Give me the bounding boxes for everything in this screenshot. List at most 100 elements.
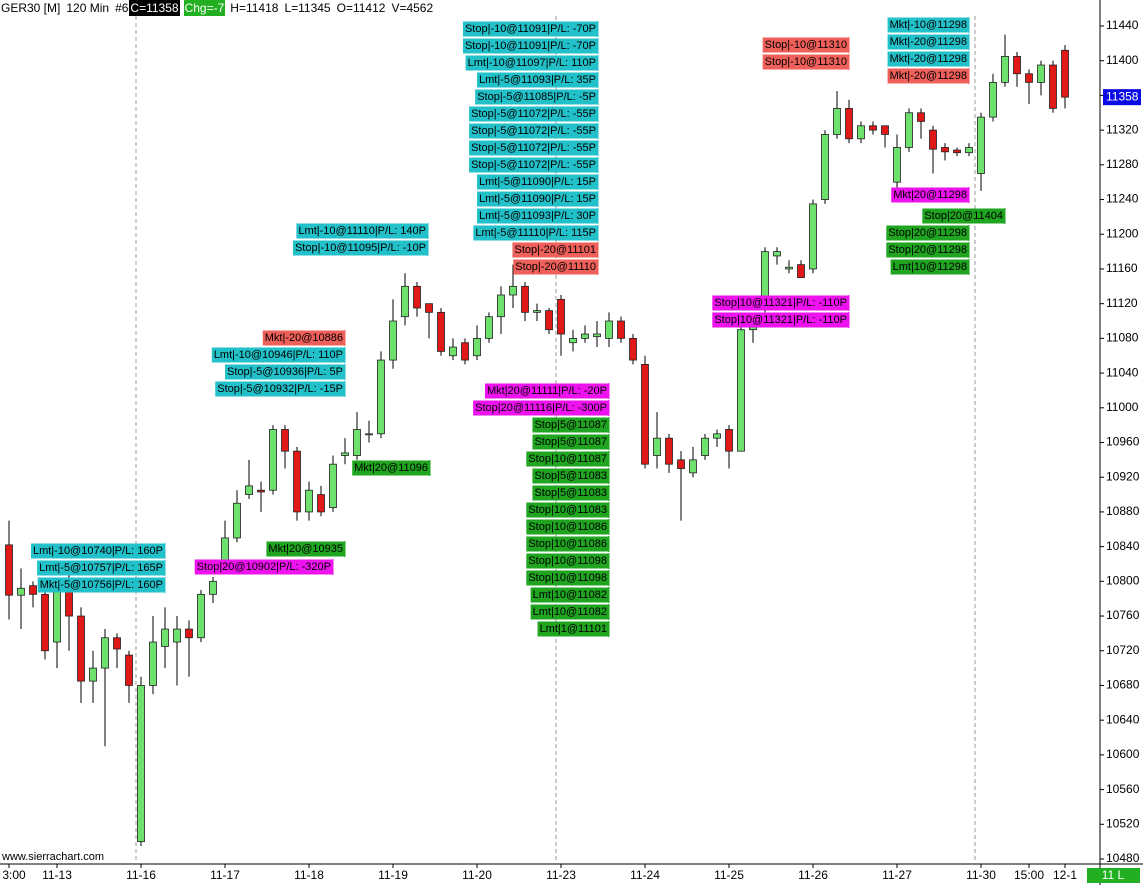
annotation-label: Mkt|20@11298 (893, 189, 967, 201)
annotation-group: Mkt|20@10935 (266, 541, 346, 557)
last-price-box (1103, 89, 1141, 106)
annotation-box (477, 191, 598, 207)
annotation-label: Stop|-10@11310 (765, 56, 847, 68)
annotation-box (532, 485, 609, 501)
candle-body (593, 333, 601, 338)
candle-body (137, 685, 145, 843)
annotation-label: Mkt|20@11096 (354, 462, 428, 474)
annotation-box (469, 140, 598, 156)
annotation-box (762, 37, 849, 53)
candle-body (377, 359, 385, 435)
annotation-box (512, 242, 598, 258)
annotation-label: Stop|-10@11095|P/L: -10P (295, 242, 426, 254)
annotation-group: Stop|20@11404 (922, 208, 1006, 224)
candle-body (269, 429, 277, 491)
annotation-label: Stop|20@11298 (888, 244, 967, 256)
candle-body (965, 147, 973, 154)
annotation-label: Lmt|10@11298 (893, 261, 967, 273)
watermark: www.sierrachart.com (1, 851, 104, 863)
annotation-label: Lmt|-10@11097|P/L: 110P (468, 57, 596, 69)
y-tick-label: 11000 (1106, 400, 1139, 414)
candle-body (113, 637, 121, 650)
candle-body (725, 429, 733, 452)
annotation-label: Mkt|-20@11298 (890, 36, 967, 48)
annotation-box (37, 560, 165, 576)
candle-body (809, 203, 817, 270)
x-tick-label: 11-19 (378, 868, 408, 882)
annotation-label: Lmt|-5@11093|P/L: 30P (479, 210, 596, 222)
annotation-group: Mkt|20@11096 (352, 460, 431, 476)
y-tick-label: 11240 (1106, 192, 1139, 206)
y-tick-label: 10880 (1106, 504, 1140, 518)
candle-body (353, 429, 361, 456)
annotation-label: Mkt|-10@11298 (890, 19, 967, 31)
candle-body (701, 437, 709, 456)
candle-body (797, 264, 805, 279)
annotation-label: Lmt|-5@11110|P/L: 115P (475, 227, 596, 239)
annotation-box (532, 417, 609, 433)
annotation-box (762, 54, 849, 70)
annotation-label: Stop|10@11098 (528, 572, 607, 584)
candle-body (89, 667, 97, 682)
candle-body (929, 129, 937, 150)
annotation-box (887, 17, 969, 33)
candle-body (413, 285, 421, 309)
x-tick-label: 11-13 (42, 868, 72, 882)
candle-body (677, 459, 685, 469)
annotation-label: Mkt|-20@11298 (890, 53, 967, 65)
annotation-box (890, 259, 969, 275)
annotation-box (477, 208, 598, 224)
annotation-label: Stop|20@10902|P/L: -320P (197, 561, 331, 573)
candle-body (905, 112, 913, 148)
candle-body (785, 266, 793, 270)
annotation-group: Stop|20@11298 Stop|20@11298 Lmt|10@11298 (886, 225, 970, 275)
candle-body (77, 615, 85, 682)
annotation-label: Stop|10@11321|P/L: -110P (714, 297, 847, 309)
annotation-label: Lmt|-5@11090|P/L: 15P (479, 176, 596, 188)
annotation-group: Stop|10@11321|P/L: -110P Stop|10@11321|P/… (712, 295, 850, 328)
candle-body (305, 489, 313, 513)
annotation-box (477, 72, 598, 88)
annotation-box (352, 460, 430, 476)
annotation-box (465, 55, 598, 71)
candle-body (953, 149, 961, 154)
candle-body (197, 593, 205, 639)
candle-body (101, 637, 109, 669)
annotation-label: Stop|-20@11110 (515, 261, 596, 273)
annotation-box (513, 259, 598, 275)
x-tick-label: 12-1 (1053, 868, 1077, 882)
candle-body (401, 285, 409, 318)
candle-body (233, 502, 241, 539)
y-tick-label: 10920 (1106, 469, 1140, 483)
annotation-label: Lmt|-5@11090|P/L: 15P (479, 193, 596, 205)
candle-body (425, 303, 433, 313)
annotation-label: Stop|-5@11085|P/L: -5P (477, 91, 596, 103)
annotation-box (530, 587, 609, 603)
annotation-box (532, 434, 609, 450)
annotation-label: Stop|-20@11101 (514, 244, 596, 256)
annotation-label: Stop|20@11116|P/L: -300P (475, 402, 607, 414)
y-tick-label: 10480 (1106, 851, 1140, 865)
candle-body (209, 580, 217, 595)
y-tick-label: 11040 (1106, 365, 1139, 379)
status-box (1087, 868, 1140, 883)
candle-body (281, 429, 289, 452)
change-value: Chg=-7 (183, 0, 226, 16)
annotation-label: Stop|-5@11072|P/L: -55P (471, 108, 596, 120)
annotation-group: Stop|20@10902|P/L: -320P (194, 559, 334, 575)
candle-body (149, 641, 157, 686)
annotation-box (886, 225, 969, 241)
y-tick-label: 10720 (1106, 643, 1140, 657)
candle-body (161, 628, 169, 647)
x-tick-label: 11-26 (798, 868, 828, 882)
annotation-box (526, 502, 609, 518)
annotation-group: Stop|-10@11310 Stop|-10@11310 (762, 37, 850, 70)
annotation-box (473, 225, 598, 241)
open-value: O=11412 (336, 1, 386, 15)
y-tick-label: 11320 (1106, 122, 1139, 136)
candle-body (653, 437, 661, 456)
annotation-label: Lmt|1@11101 (540, 623, 607, 635)
candle-body (17, 587, 25, 596)
annotation-label: Stop|-5@11072|P/L: -55P (471, 142, 596, 154)
